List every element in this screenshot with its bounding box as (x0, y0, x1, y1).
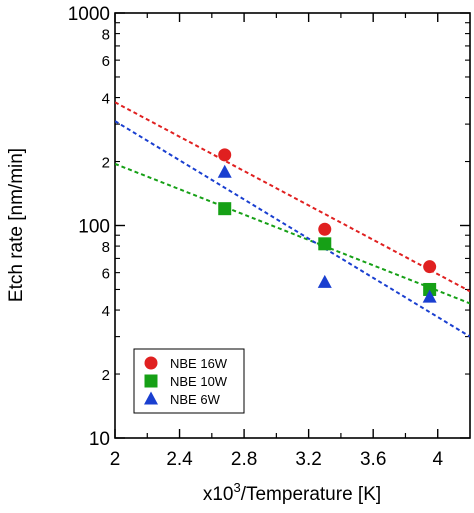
data-point (423, 282, 437, 296)
y-tick-label: 100 (78, 217, 110, 238)
y-minor-tick-label: 4 (102, 91, 110, 108)
legend-marker (144, 391, 158, 405)
y-minor-tick-label: 4 (102, 303, 110, 320)
y-minor-tick-label: 6 (102, 266, 110, 283)
y-axis-label: Etch rate [nm/min] (6, 148, 27, 302)
x-tick-label: 3.6 (360, 449, 386, 470)
data-point (318, 222, 332, 236)
y-minor-tick-label: 8 (102, 239, 110, 256)
data-point (423, 260, 437, 274)
data-point (317, 274, 332, 288)
y-tick-label: 10 (89, 429, 110, 450)
x-tick-label: 2 (110, 449, 121, 470)
data-point (218, 202, 232, 216)
x-tick-label: 2.4 (166, 449, 193, 470)
fit-line (115, 101, 470, 293)
legend-label: NBE 6W (170, 392, 221, 407)
x-tick-label: 3.2 (295, 449, 321, 470)
data-point (318, 237, 332, 251)
fit-line (115, 120, 470, 338)
y-minor-tick-label: 8 (102, 27, 110, 44)
y-minor-tick-label: 6 (102, 53, 110, 70)
legend-marker (144, 356, 158, 370)
y-tick-label: 1000 (68, 4, 110, 25)
data-point (217, 164, 232, 178)
fit-line (115, 162, 470, 305)
x-tick-label: 4 (432, 449, 443, 470)
data-point (422, 289, 437, 303)
x-axis-label: x103/Temperature [K] (203, 480, 381, 505)
x-tick-label: 2.8 (231, 449, 257, 470)
y-minor-tick-label: 2 (102, 367, 110, 384)
data-point (218, 148, 232, 162)
legend-label: NBE 10W (170, 374, 228, 389)
y-minor-tick-label: 2 (102, 155, 110, 172)
legend-marker (144, 374, 158, 388)
legend-label: NBE 16W (170, 356, 228, 371)
